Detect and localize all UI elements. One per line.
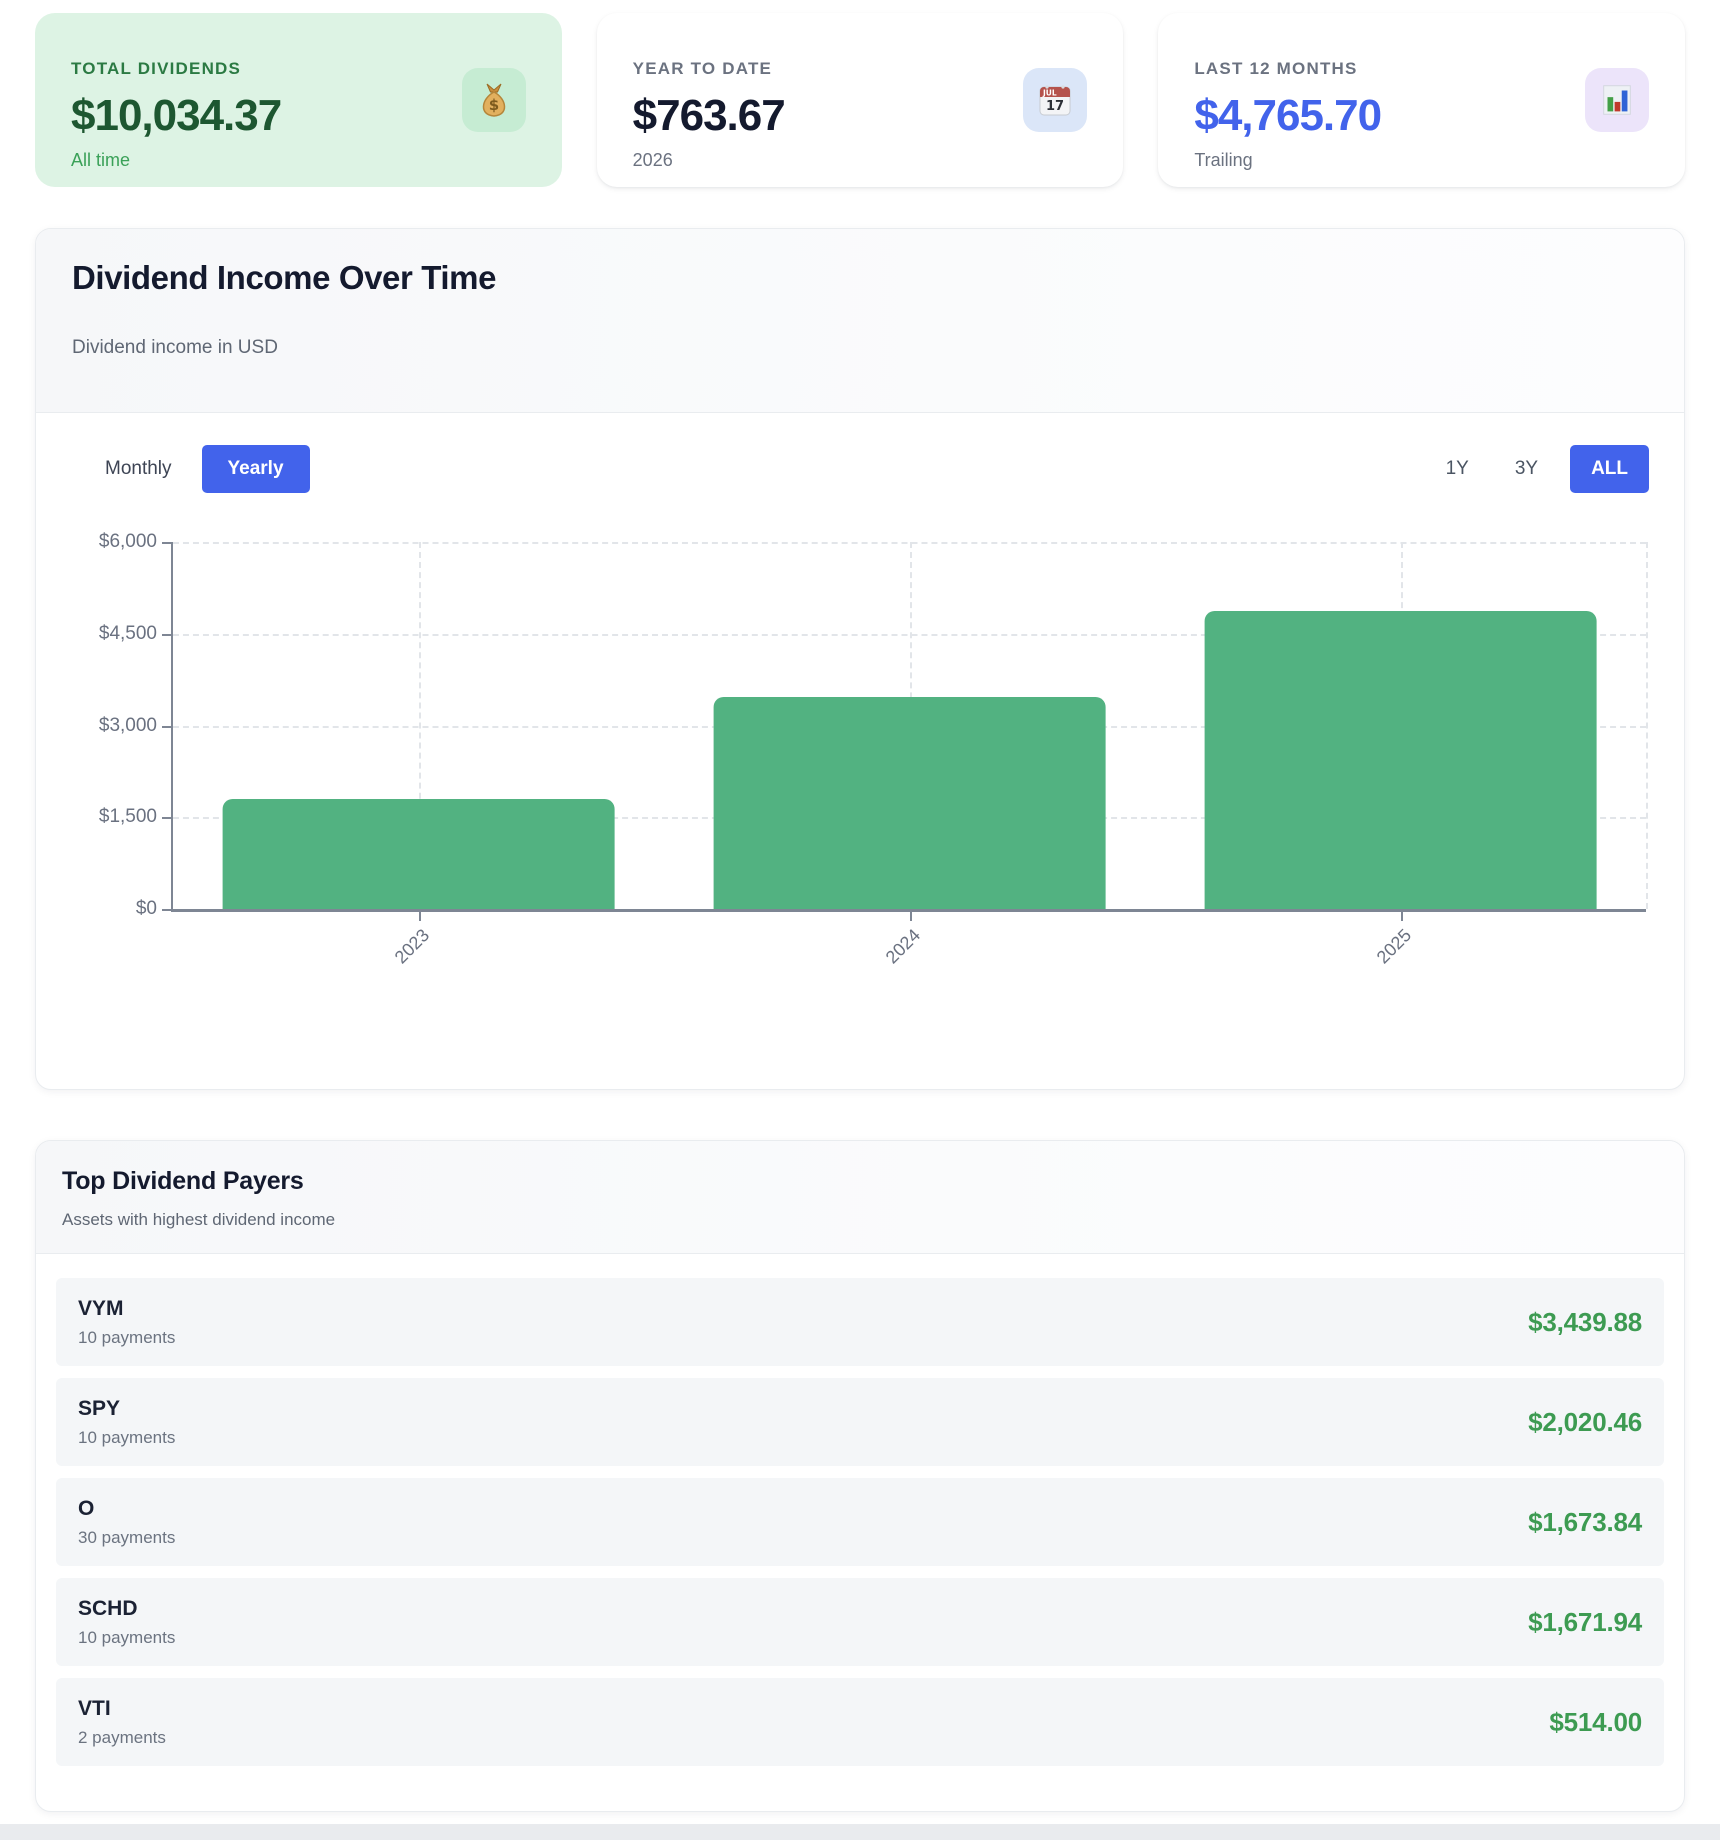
payer-amount: $1,673.84 (1528, 1506, 1642, 1537)
payer-info: VTI 2 payments (78, 1697, 166, 1748)
y-axis-tick (162, 817, 171, 820)
payer-row-vym[interactable]: VYM 10 payments $3,439.88 (56, 1278, 1664, 1366)
payer-ticker: SCHD (78, 1596, 138, 1620)
chart-title: Dividend Income Over Time (72, 259, 497, 296)
payer-info: VYM 10 payments (78, 1297, 175, 1348)
payer-row-schd[interactable]: SCHD 10 payments $1,671.94 (56, 1578, 1664, 1666)
chart-card-header: Dividend Income Over Time Dividend incom… (36, 229, 1684, 413)
x-axis-tick (1400, 912, 1403, 921)
y-axis-tick (162, 725, 171, 728)
payers-subtitle: Assets with highest dividend income (62, 1210, 336, 1229)
total-dividends-card: TOTAL DIVIDENDS $10,034.37 All time $ (35, 13, 562, 187)
year-to-date-value: $763.67 (632, 91, 786, 140)
page-bottom-edge (0, 1824, 1720, 1840)
payer-info: O 30 payments (78, 1497, 175, 1548)
top-dividend-payers-card: Top Dividend Payers Assets with highest … (35, 1140, 1685, 1812)
y-axis-tick (162, 909, 171, 911)
chart-controls: Monthly Yearly 1Y 3Y ALL (36, 444, 1684, 494)
bar-2023[interactable] (222, 798, 615, 909)
payer-payment-count: 10 payments (78, 1427, 176, 1447)
y-axis-tick (162, 542, 171, 544)
payer-ticker: O (78, 1496, 95, 1520)
range-3y-button[interactable]: 3Y (1501, 445, 1552, 493)
payer-amount: $1,671.94 (1528, 1606, 1642, 1637)
x-gridline (1646, 542, 1648, 909)
payer-payment-count: 10 payments (78, 1327, 176, 1347)
total-dividends-label: TOTAL DIVIDENDS (71, 59, 242, 78)
payers-row-list: VYM 10 payments $3,439.88 SPY 10 payments $2,… (36, 1254, 1684, 1766)
svg-text:JUL: JUL (1042, 89, 1057, 98)
payers-title: Top Dividend Payers (62, 1167, 304, 1195)
x-gridline (418, 542, 421, 909)
x-axis-label: 2023 (390, 925, 433, 968)
payer-info: SPY 10 payments (78, 1397, 175, 1448)
chart-subtitle: Dividend income in USD (72, 337, 278, 358)
year-to-date-subtext: 2026 (632, 150, 673, 170)
svg-text:$: $ (488, 96, 498, 114)
range-button-group: 1Y 3Y ALL (1414, 445, 1649, 493)
range-all-button[interactable]: ALL (1570, 445, 1649, 493)
calendar-icon: JUL 17 (1023, 68, 1088, 132)
y-axis-label: $1,500 (98, 806, 157, 828)
payer-info: SCHD 10 payments (78, 1597, 175, 1648)
payer-row-spy[interactable]: SPY 10 payments $2,020.46 (56, 1378, 1664, 1466)
bar-chart-plot-area: $6,000 $4,500 $3,000 $1,500 $0 2023 2024 2025 (99, 531, 1648, 967)
dividend-income-chart-card: Dividend Income Over Time Dividend incom… (35, 228, 1685, 1090)
payer-row-o[interactable]: O 30 payments $1,673.84 (56, 1478, 1664, 1566)
payer-ticker: VTI (78, 1696, 111, 1720)
bar-2024[interactable] (713, 697, 1106, 909)
yearly-toggle-button[interactable]: Yearly (201, 445, 310, 493)
last-12-months-subtext: Trailing (1194, 150, 1253, 170)
view-toggle-group: Monthly Yearly (89, 445, 310, 493)
year-to-date-card: YEAR TO DATE $763.67 2026 JUL 17 (596, 13, 1124, 187)
payer-amount: $2,020.46 (1528, 1406, 1642, 1437)
range-1y-button[interactable]: 1Y (1432, 445, 1483, 493)
year-to-date-label: YEAR TO DATE (632, 59, 773, 78)
bar-2025[interactable] (1204, 610, 1597, 909)
x-axis-tick (418, 912, 421, 921)
last-12-months-card: LAST 12 MONTHS $4,765.70 Trailing (1158, 13, 1686, 187)
x-axis-label: 2024 (881, 925, 924, 968)
total-dividends-value: $10,034.37 (71, 91, 282, 140)
y-axis-label: $4,500 (98, 622, 157, 644)
last-12-months-label: LAST 12 MONTHS (1194, 59, 1358, 78)
bar-chart-icon (1585, 68, 1650, 132)
y-axis-label: $3,000 (98, 714, 157, 736)
payer-row-vti[interactable]: VTI 2 payments $514.00 (56, 1678, 1664, 1766)
x-axis-tick (909, 912, 912, 921)
y-axis-label: $6,000 (98, 531, 157, 552)
payers-card-header: Top Dividend Payers Assets with highest … (36, 1141, 1684, 1254)
y-axis-label: $0 (135, 898, 157, 919)
stats-row: TOTAL DIVIDENDS $10,034.37 All time $ YE… (0, 0, 1720, 187)
money-bag-icon: $ (461, 68, 526, 132)
x-axis-label: 2025 (1372, 925, 1415, 968)
payer-ticker: VYM (78, 1296, 124, 1320)
payer-amount: $514.00 (1549, 1706, 1642, 1737)
last-12-months-value: $4,765.70 (1194, 91, 1382, 140)
svg-text:17: 17 (1046, 99, 1064, 114)
payer-amount: $3,439.88 (1528, 1306, 1642, 1337)
payer-payment-count: 30 payments (78, 1527, 176, 1547)
payer-payment-count: 10 payments (78, 1627, 176, 1647)
payer-ticker: SPY (78, 1396, 121, 1420)
monthly-toggle-button[interactable]: Monthly (89, 446, 188, 492)
payer-payment-count: 2 payments (78, 1727, 166, 1747)
total-dividends-subtext: All time (71, 150, 131, 170)
y-axis-tick (162, 633, 171, 636)
